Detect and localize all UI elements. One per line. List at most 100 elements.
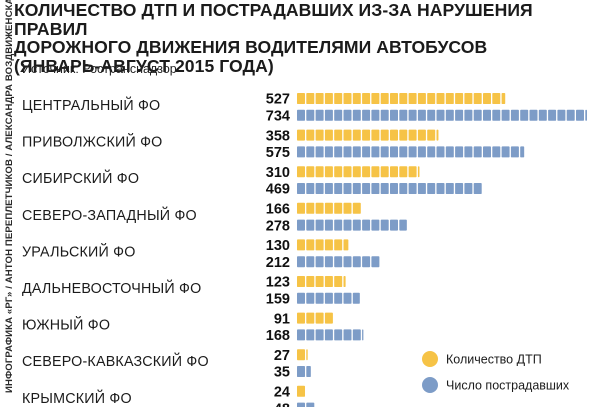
- bar-segment: [306, 93, 315, 104]
- bar-segment: [501, 146, 510, 158]
- bar-segment: [297, 93, 305, 104]
- value-label-injured: 35: [274, 365, 290, 381]
- chart-title: КОЛИЧЕСТВО ДТП И ПОСТРАДАВШИХ ИЗ-ЗА НАРУ…: [14, 0, 533, 76]
- value-label-injured: 278: [266, 218, 290, 234]
- bar-segment: [445, 146, 454, 158]
- bar-segment: [408, 183, 417, 194]
- bar-injured: [297, 219, 407, 231]
- bar-segment: [538, 109, 547, 121]
- bar-segment: [315, 202, 324, 214]
- value-label-accidents: 166: [266, 202, 290, 218]
- bar-segment: [436, 93, 445, 104]
- bar-segment: [417, 146, 426, 158]
- bar-segment: [315, 166, 324, 178]
- bar-segment: [324, 276, 333, 287]
- bar-segment: [324, 312, 333, 324]
- bar-injured: [297, 183, 482, 194]
- bar-segment: [297, 349, 305, 361]
- bar-segment: [390, 183, 398, 194]
- value-label-accidents: 358: [266, 128, 290, 144]
- bar-segment: [297, 219, 305, 231]
- bar-segment: [427, 93, 436, 104]
- bar-segment: [352, 202, 361, 214]
- bar-segment: [343, 183, 352, 194]
- bar-segment: [297, 109, 305, 121]
- bar-segment: [306, 349, 308, 361]
- bar-segment: [445, 109, 454, 121]
- bar-segment: [455, 93, 464, 104]
- bar-segment: [390, 109, 398, 121]
- legend-label: Количество ДТП: [446, 353, 542, 367]
- bar-injured: [297, 329, 364, 341]
- bar-segment: [352, 183, 361, 194]
- bar-segment: [334, 329, 343, 341]
- bar-segment: [445, 93, 454, 104]
- bar-segment: [352, 129, 361, 141]
- bar-segment: [324, 239, 333, 251]
- value-label-accidents: 527: [266, 92, 290, 108]
- bar-segment: [380, 129, 389, 141]
- bar-segment: [343, 276, 346, 287]
- category-group: КРЫМСКИЙ ФО 2448: [22, 385, 315, 407]
- bar-segment: [436, 129, 439, 141]
- value-label-injured: 575: [266, 145, 290, 161]
- bar-segment: [306, 292, 315, 304]
- bar-segment: [315, 93, 324, 104]
- category-label: УРАЛЬСКИЙ ФО: [22, 242, 136, 260]
- bar-segment: [510, 146, 519, 158]
- bar-accidents: [297, 276, 346, 287]
- bar-segment: [343, 166, 352, 178]
- bar-segment: [371, 146, 380, 158]
- bar-segment: [343, 292, 352, 304]
- bar-segment: [352, 292, 360, 304]
- bar-accidents: [297, 385, 305, 397]
- bar-segment: [557, 109, 566, 121]
- bar-segment: [297, 385, 305, 397]
- bar-segment: [362, 219, 371, 231]
- bar-segment: [483, 93, 491, 104]
- bar-segment: [297, 146, 305, 158]
- bar-segment: [343, 239, 349, 251]
- value-label-accidents: 130: [266, 238, 290, 254]
- bar-segment: [334, 93, 343, 104]
- bar-segment: [380, 219, 389, 231]
- bar-segment: [343, 219, 352, 231]
- bar-segment: [324, 219, 333, 231]
- value-label-injured: 212: [266, 255, 290, 271]
- bar-segment: [343, 93, 352, 104]
- bar-segment: [380, 146, 389, 158]
- bar-segment: [297, 312, 305, 324]
- bar-segment: [306, 312, 315, 324]
- bar-segment: [324, 146, 333, 158]
- bar-segment: [324, 256, 333, 268]
- bar-segment: [297, 239, 305, 251]
- bar-segment: [371, 166, 380, 178]
- bar-segment: [473, 109, 482, 121]
- bar-segment: [483, 109, 491, 121]
- bar-segment: [306, 366, 311, 377]
- bar-segment: [297, 366, 305, 377]
- bar-segment: [297, 166, 305, 178]
- bar-injured: [297, 292, 360, 304]
- bar-segment: [306, 219, 315, 231]
- bar-segment: [343, 109, 352, 121]
- bar-segment: [362, 183, 371, 194]
- category-label: СЕВЕРО-КАВКАЗСКИЙ ФО: [22, 352, 209, 370]
- bar-segment: [399, 166, 408, 178]
- bar-segment: [362, 146, 371, 158]
- bar-segment: [362, 166, 371, 178]
- bar-segment: [399, 109, 408, 121]
- bar-segment: [520, 146, 525, 158]
- bar-segment: [492, 109, 501, 121]
- bar-segment: [324, 166, 333, 178]
- bar-accidents: [297, 202, 361, 214]
- bar-segment: [362, 256, 371, 268]
- bar-segment: [371, 183, 380, 194]
- bar-segment: [408, 166, 417, 178]
- bar-accidents: [297, 239, 349, 251]
